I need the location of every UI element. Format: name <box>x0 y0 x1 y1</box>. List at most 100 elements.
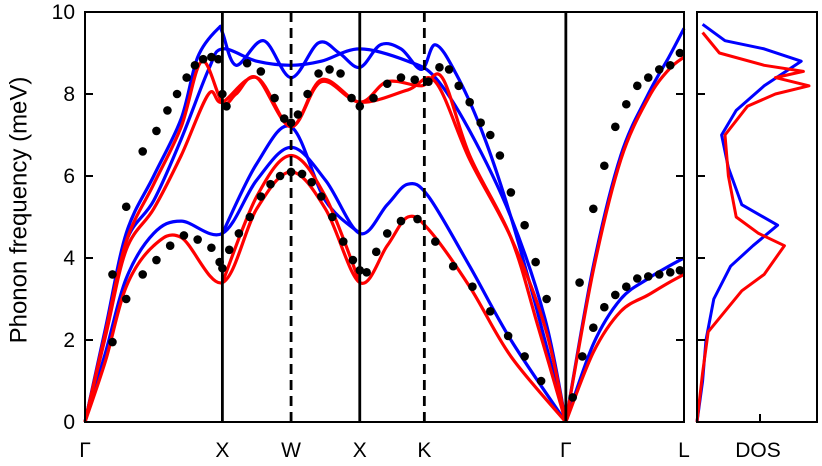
data-point-2-51 <box>382 229 392 238</box>
data-point-2-73 <box>506 188 516 197</box>
y-tick-label-1: 2 <box>63 329 75 352</box>
dos-axis-label: DOS <box>735 439 781 462</box>
y-axis-label: Phonon frequency (meV) <box>5 77 32 344</box>
y-tick-label-0: 0 <box>63 411 75 434</box>
x-tick-label-1: X <box>215 439 229 462</box>
data-point-2-42 <box>297 169 307 179</box>
y-tick-label-5: 10 <box>52 1 75 24</box>
data-point-2-36 <box>234 229 244 238</box>
data-point-2-40 <box>275 171 285 181</box>
data-point-3-3 <box>600 302 609 312</box>
data-point-2-60 <box>536 376 546 386</box>
y-tick-label-2: 4 <box>63 247 75 270</box>
data-point-2-25 <box>270 93 279 103</box>
branch-line-0-4 <box>564 27 686 423</box>
data-point-2-31 <box>325 65 334 74</box>
dos-panel <box>695 11 818 423</box>
data-point-2-18 <box>198 54 208 64</box>
data-point-2-14 <box>163 106 172 115</box>
data-point-2-30 <box>314 69 323 78</box>
data-point-2-44 <box>317 192 326 201</box>
data-point-2-75 <box>531 257 540 267</box>
data-point-3-5 <box>621 282 631 292</box>
data-point-2-3 <box>152 255 161 265</box>
data-point-3-9 <box>665 268 675 277</box>
data-point-2-55 <box>448 261 458 271</box>
data-point-2-20 <box>213 54 223 64</box>
branch-line-0-1 <box>83 24 568 423</box>
data-point-2-71 <box>485 130 495 140</box>
data-point-2-13 <box>152 126 161 136</box>
data-point-2-17 <box>190 61 200 70</box>
data-point-2-43 <box>307 177 316 187</box>
data-point-3-17 <box>643 73 653 82</box>
branch-line-1-5 <box>564 273 685 423</box>
data-point-2-70 <box>476 118 485 127</box>
dispersion-panel: Γ X W X K Γ L 0 2 4 6 8 10 <box>52 1 690 462</box>
data-point-2-37 <box>245 212 255 222</box>
data-point-2-45 <box>327 212 337 222</box>
branch-line-0-5 <box>564 256 685 423</box>
data-point-2-11 <box>121 202 131 212</box>
data-point-2-61 <box>369 93 378 103</box>
data-point-2-46 <box>338 237 348 246</box>
data-point-3-20 <box>675 48 685 58</box>
x-tick-label-4: K <box>417 439 431 462</box>
data-point-2-67 <box>444 65 454 74</box>
data-point-3-10 <box>675 266 685 275</box>
dos-line-1 <box>695 31 811 423</box>
branch-line-1-4 <box>564 55 686 423</box>
data-point-2-49 <box>362 268 371 277</box>
data-point-2-5 <box>179 231 189 240</box>
data-point-3-15 <box>621 99 631 109</box>
data-point-2-10 <box>108 270 117 279</box>
branch-line-0-2 <box>83 145 568 423</box>
data-point-3-6 <box>632 274 642 283</box>
data-point-2-4 <box>165 241 175 250</box>
data-point-2-53 <box>413 214 422 224</box>
branch-line-0-0 <box>83 47 568 423</box>
data-point-3-0 <box>568 393 578 402</box>
dos-frame <box>696 11 818 423</box>
data-point-2-38 <box>256 192 266 201</box>
data-point-3-14 <box>611 122 620 132</box>
data-point-2-54 <box>431 237 440 246</box>
data-point-2-50 <box>371 247 381 257</box>
data-point-2-7 <box>207 243 216 253</box>
data-point-2-47 <box>348 255 358 265</box>
data-point-2-15 <box>172 89 182 99</box>
data-point-2-72 <box>495 151 505 160</box>
data-point-3-4 <box>611 290 620 300</box>
data-point-2-76 <box>542 294 551 304</box>
data-point-3-11 <box>575 278 584 287</box>
data-point-2-24 <box>256 67 266 76</box>
dos-line-0 <box>695 23 803 423</box>
data-point-2-28 <box>293 110 303 119</box>
data-point-2-16 <box>182 73 191 82</box>
y-tick-label-3: 6 <box>63 165 75 188</box>
branch-line-1-3 <box>220 153 362 284</box>
data-point-2-1 <box>121 294 131 304</box>
data-point-2-32 <box>336 69 345 78</box>
data-point-2-19 <box>207 52 216 62</box>
data-point-3-19 <box>665 61 675 70</box>
data-point-2-2 <box>138 270 148 279</box>
y-tick-label-4: 8 <box>63 83 75 106</box>
data-point-3-7 <box>643 272 653 281</box>
data-point-2-69 <box>465 97 474 107</box>
x-tick-label-6: L <box>678 439 690 462</box>
data-point-2-64 <box>410 75 420 84</box>
data-point-2-58 <box>503 331 513 341</box>
data-point-3-13 <box>600 161 609 171</box>
data-point-2-66 <box>435 63 444 72</box>
data-point-2-65 <box>424 77 433 86</box>
x-tick-label-3: X <box>353 439 367 462</box>
x-tick-label-2: W <box>281 439 301 462</box>
data-point-2-12 <box>138 147 148 156</box>
data-point-2-33 <box>347 93 356 103</box>
data-point-2-41 <box>286 167 296 177</box>
data-point-2-63 <box>396 73 406 82</box>
data-point-2-35 <box>224 245 234 255</box>
data-point-3-18 <box>654 65 664 74</box>
